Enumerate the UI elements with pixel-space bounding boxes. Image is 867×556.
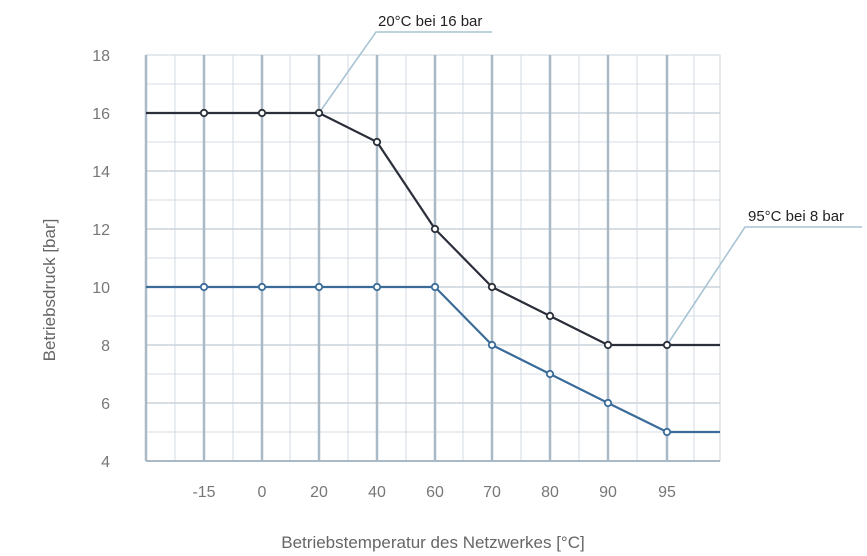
- x-tick-label: 80: [541, 484, 559, 501]
- y-tick-label: 16: [92, 106, 110, 123]
- data-point: [430, 224, 440, 234]
- data-point: [487, 340, 497, 350]
- data-point: [603, 340, 613, 350]
- data-point: [603, 398, 613, 408]
- data-point: [430, 282, 440, 292]
- x-tick-label: -15: [192, 484, 215, 501]
- x-tick-label: 20: [310, 484, 328, 501]
- y-tick-label: 6: [101, 396, 110, 413]
- data-point: [257, 108, 267, 118]
- y-tick-label: 14: [92, 164, 110, 181]
- x-tick-label: 95: [658, 484, 676, 501]
- y-tick-labels: 4 6 8 10 12 14 16 18: [92, 48, 110, 471]
- y-tick-label: 8: [101, 338, 110, 355]
- data-point: [372, 282, 382, 292]
- series-line: [146, 285, 720, 434]
- y-tick-label: 4: [101, 454, 110, 471]
- y-tick-label: 12: [92, 222, 110, 239]
- y-tick-label: 10: [92, 280, 110, 297]
- y-axis-title: Betriebsdruck [bar]: [40, 219, 59, 362]
- data-point: [545, 369, 555, 379]
- data-point: [199, 282, 209, 292]
- x-tick-label: 40: [368, 484, 386, 501]
- data-point: [545, 311, 555, 321]
- data-point: [314, 108, 324, 118]
- data-point: [487, 282, 497, 292]
- data-point: [199, 108, 209, 118]
- data-point: [372, 137, 382, 147]
- annotation-labels: 20°C bei 16 bar 95°C bei 8 bar: [378, 13, 844, 225]
- annotation-connector: [318, 31, 492, 114]
- x-tick-label: 90: [599, 484, 617, 501]
- series-layer: [146, 108, 720, 437]
- annotation-label: 95°C bei 8 bar: [748, 208, 844, 225]
- data-point: [314, 282, 324, 292]
- grid: [144, 54, 721, 462]
- x-tick-label: 0: [258, 484, 267, 501]
- x-axis-title: Betriebstemperatur des Netzwerkes [°C]: [281, 533, 584, 552]
- x-tick-labels: -15 0 20 40 60 70 80 90 95: [192, 484, 676, 501]
- data-point: [662, 427, 672, 437]
- annotation-label: 20°C bei 16 bar: [378, 13, 482, 30]
- annotation-connectors: [318, 31, 862, 346]
- x-tick-label: 70: [483, 484, 501, 501]
- annotation-connector: [666, 226, 862, 346]
- x-tick-label: 60: [426, 484, 444, 501]
- data-point: [662, 340, 672, 350]
- y-tick-label: 18: [92, 48, 110, 65]
- data-point: [257, 282, 267, 292]
